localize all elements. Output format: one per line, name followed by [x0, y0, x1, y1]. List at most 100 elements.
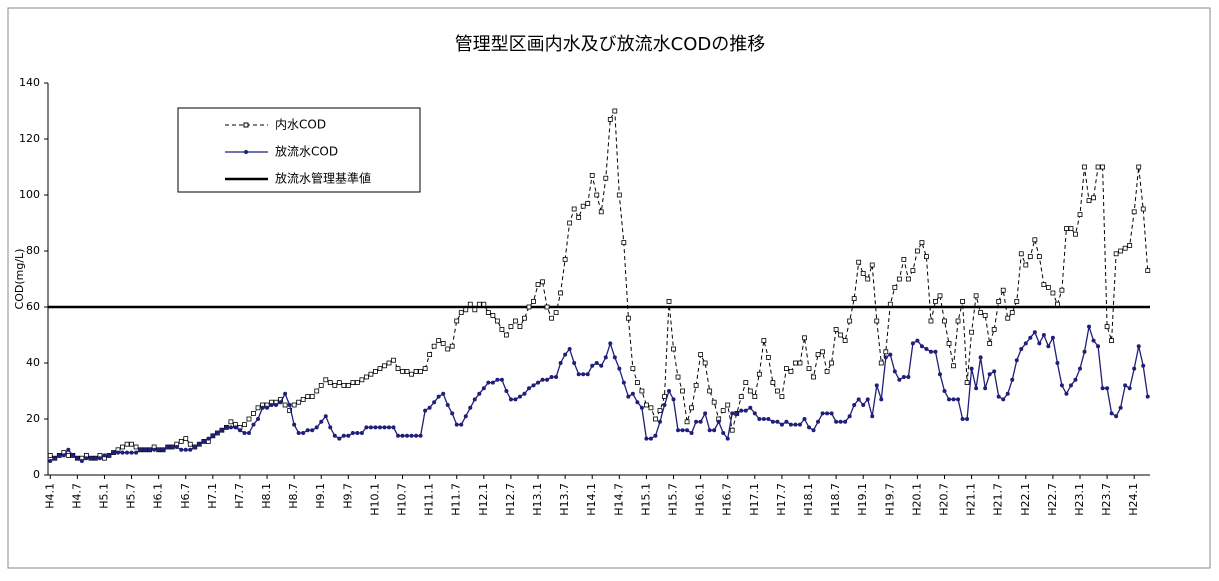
marker [138, 447, 143, 452]
marker [427, 405, 432, 410]
marker [377, 425, 382, 430]
marker [919, 240, 925, 246]
x-tick-label: H16.1 [694, 483, 707, 516]
marker [982, 312, 988, 318]
marker [861, 403, 866, 407]
marker [1005, 391, 1010, 396]
marker [436, 394, 441, 399]
marker [666, 298, 672, 304]
x-tick-label: H17.7 [775, 483, 788, 516]
marker [337, 436, 342, 441]
marker [987, 372, 992, 377]
marker [467, 301, 473, 307]
marker [834, 419, 839, 424]
marker [1068, 226, 1074, 232]
marker [571, 206, 577, 212]
marker [454, 318, 460, 324]
marker [1127, 386, 1132, 391]
marker [296, 399, 302, 405]
marker [251, 422, 256, 427]
x-tick-label: H20.1 [910, 483, 923, 516]
marker [1023, 341, 1028, 346]
marker [797, 360, 803, 366]
marker [93, 456, 98, 461]
marker [282, 402, 288, 408]
marker [657, 408, 663, 414]
marker [65, 452, 71, 458]
marker [1014, 298, 1020, 304]
marker [1050, 335, 1055, 340]
marker [522, 315, 527, 321]
marker [576, 214, 582, 220]
marker [504, 332, 509, 338]
marker [603, 175, 609, 181]
marker [133, 444, 139, 450]
marker [206, 436, 211, 441]
marker [558, 290, 564, 296]
x-tick-label: H12.7 [504, 483, 517, 516]
marker [743, 408, 748, 413]
marker [702, 360, 708, 366]
marker [671, 397, 676, 402]
marker [947, 397, 952, 402]
marker [585, 200, 591, 206]
marker [549, 375, 554, 379]
marker [499, 326, 505, 332]
marker [960, 417, 965, 421]
marker [816, 419, 821, 424]
marker [418, 368, 424, 374]
marker [734, 411, 739, 416]
marker [978, 355, 983, 360]
marker [246, 431, 251, 435]
marker [463, 307, 469, 313]
marker [775, 419, 780, 424]
marker [829, 360, 834, 366]
marker [752, 394, 758, 400]
marker [951, 363, 956, 369]
marker [183, 447, 188, 452]
marker [1082, 164, 1087, 170]
x-tick-label: H14.7 [612, 483, 625, 516]
marker [508, 324, 514, 330]
marker [869, 262, 875, 268]
marker [1059, 287, 1065, 293]
marker [432, 400, 437, 405]
marker [536, 380, 541, 385]
marker [1055, 301, 1060, 307]
marker [978, 310, 984, 316]
marker [1118, 248, 1124, 254]
marker [359, 377, 365, 383]
marker [170, 445, 175, 449]
marker [612, 108, 618, 114]
marker [1082, 349, 1087, 354]
marker [589, 172, 595, 178]
marker [409, 433, 414, 438]
marker [955, 318, 961, 324]
marker [1109, 338, 1115, 344]
marker [870, 414, 875, 419]
marker [486, 380, 491, 385]
marker [531, 383, 536, 388]
marker [693, 382, 699, 388]
marker [143, 447, 148, 452]
marker [106, 453, 111, 458]
marker [621, 240, 627, 246]
marker [513, 397, 518, 402]
marker [973, 293, 979, 299]
marker [283, 391, 288, 396]
y-tick-label: 120 [19, 132, 40, 145]
marker [824, 368, 830, 374]
marker [531, 298, 536, 304]
marker [84, 456, 89, 461]
x-tick-label: H10.1 [368, 483, 381, 516]
marker [405, 433, 410, 438]
marker [66, 447, 71, 452]
marker [1000, 287, 1006, 293]
x-tick-label: H21.7 [992, 483, 1005, 516]
marker [572, 361, 577, 365]
marker [567, 347, 572, 351]
marker [301, 431, 306, 435]
marker [423, 408, 428, 413]
marker [969, 329, 975, 335]
marker [481, 386, 486, 391]
